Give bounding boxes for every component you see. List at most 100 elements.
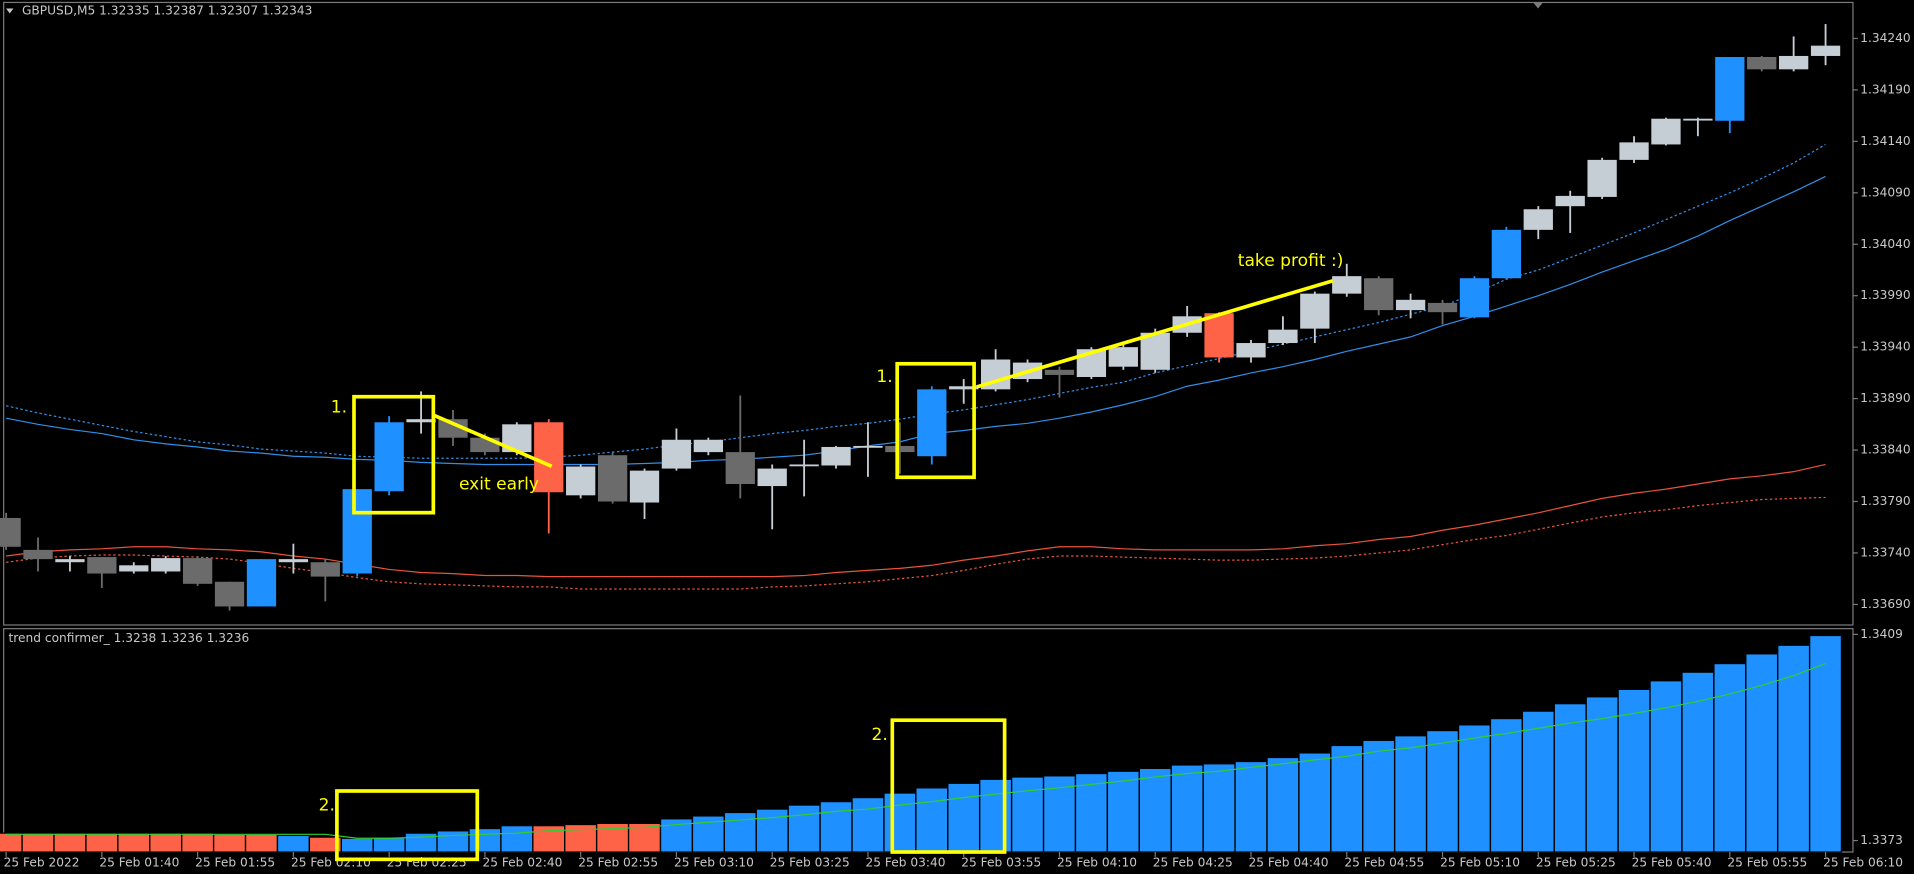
candle-body [789, 464, 819, 467]
x-tick-label: 25 Feb 04:25 [1153, 856, 1233, 870]
candle-body [725, 452, 755, 485]
x-tick-label: 25 Feb 03:25 [770, 856, 850, 870]
histogram-bar [755, 808, 789, 853]
trade-line [976, 279, 1334, 389]
annotation: 2. [319, 796, 335, 816]
candle-body [87, 557, 117, 574]
candle-body [1268, 329, 1298, 344]
histogram-bar [1521, 710, 1555, 853]
histogram-bar [1011, 776, 1045, 853]
histogram-bar [1074, 772, 1108, 853]
candle-body [1044, 369, 1075, 375]
candle-body [278, 559, 309, 563]
highlight-box [895, 361, 976, 480]
x-tick-label: 25 Feb 03:40 [866, 856, 946, 870]
candle-body [246, 559, 277, 607]
menu-arrow[interactable] [6, 8, 14, 14]
histogram-bar [1649, 680, 1683, 853]
histogram-bar [1170, 764, 1204, 853]
histogram-bar [1330, 744, 1364, 853]
histogram-bar [1681, 671, 1715, 853]
candle-body [1651, 118, 1681, 145]
candle-body [629, 470, 660, 503]
x-tick-label: 25 Feb 04:40 [1249, 856, 1329, 870]
candle-body [1683, 118, 1713, 121]
candle-body [1587, 159, 1617, 197]
candle-body [1108, 347, 1138, 367]
histogram-bar [532, 825, 566, 853]
histogram-bar [0, 832, 23, 853]
candle-body [534, 422, 564, 493]
candle-body [342, 489, 372, 574]
y-tick-label: 1.33790 [1860, 494, 1910, 508]
annotation: 2. [872, 725, 888, 745]
candle-body [1715, 56, 1745, 121]
histogram-bar [1777, 644, 1811, 853]
histogram-bar [1106, 770, 1140, 853]
candle-body [821, 446, 851, 466]
plot-layer: 1.34240 1.34190 1.34140 1.34090 1.34040 1.339… [0, 24, 1911, 870]
histogram-bar [372, 836, 406, 853]
x-tick-label: 25 Feb 02:55 [578, 856, 658, 870]
candle-body [1459, 278, 1490, 318]
annotation: 1. [876, 367, 892, 387]
moving-average [6, 496, 1826, 590]
candle-body [374, 422, 404, 492]
histogram-bar [883, 792, 917, 853]
histogram-bar [723, 811, 757, 853]
x-tick-label: 25 Feb 02:40 [482, 856, 562, 870]
histogram-bar [819, 801, 853, 853]
x-tick-label: 25 Feb 05:25 [1536, 856, 1616, 870]
y-tick-label: 1.34140 [1860, 134, 1910, 148]
histogram-bar [1138, 767, 1172, 853]
x-tick-label: 25 Feb 05:10 [1440, 856, 1520, 870]
candle-body [55, 559, 85, 563]
histogram-bar [1266, 756, 1300, 853]
candle-body [757, 468, 787, 487]
candle-body [566, 466, 596, 496]
candle-body [597, 455, 628, 502]
x-tick-label: 25 Feb 2022 [4, 856, 80, 870]
histogram-bar [468, 827, 502, 853]
candle-body [885, 445, 915, 453]
candle-body [310, 562, 340, 577]
candle-body [1810, 45, 1841, 56]
candle-body [1300, 293, 1330, 329]
candle-body [0, 517, 21, 547]
candle-body [1332, 276, 1362, 294]
histogram-bar [1426, 729, 1459, 853]
histogram-bar [1202, 763, 1236, 853]
candle-body [1204, 313, 1234, 358]
histogram-bar [564, 823, 598, 853]
x-tick-label: 25 Feb 01:40 [99, 856, 179, 870]
candle-body [119, 565, 149, 572]
candle-body [853, 445, 883, 448]
candle-body [438, 419, 468, 438]
trade-line [432, 413, 553, 468]
candle-body [1427, 302, 1458, 313]
y-tick-label: 1.34090 [1860, 185, 1910, 199]
y-tick-label: 1.34040 [1860, 237, 1910, 251]
candle-body [1619, 142, 1649, 160]
x-tick-label: 25 Feb 05:55 [1727, 856, 1807, 870]
candle-body [406, 419, 436, 423]
moving-average [6, 662, 1826, 839]
histogram-bar [851, 797, 885, 853]
annotation: take profit :) [1238, 251, 1344, 271]
candle-body [1140, 332, 1170, 370]
x-tick-label: 25 Feb 01:55 [195, 856, 275, 870]
candle-body [1395, 299, 1426, 311]
histogram-bar [1553, 703, 1587, 853]
y-tick-label: 1.33690 [1860, 597, 1910, 611]
y-tick-label: 1.34190 [1860, 82, 1910, 96]
histogram-bar [1234, 760, 1268, 853]
candle-body [1236, 343, 1266, 358]
highlight-box [352, 394, 436, 515]
annotation: exit early [459, 475, 539, 495]
shift-marker [1533, 2, 1543, 9]
histogram-bar [1394, 735, 1428, 853]
histogram-bar [21, 832, 55, 853]
highlight-box [335, 789, 480, 862]
histogram-bar [1457, 724, 1491, 853]
